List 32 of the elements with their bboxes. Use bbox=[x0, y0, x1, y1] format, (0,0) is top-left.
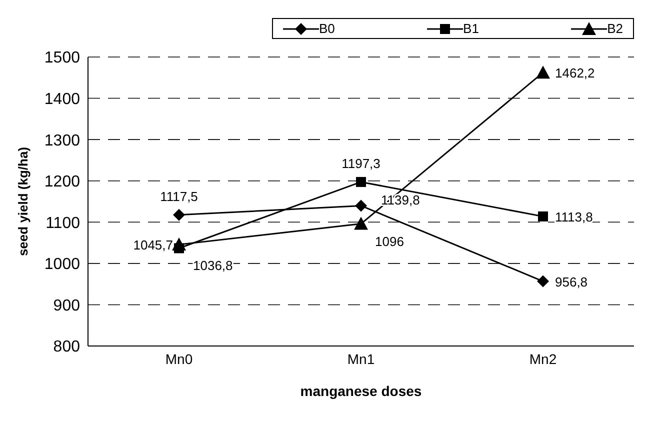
legend-label: B2 bbox=[607, 21, 623, 36]
data-label: 1113,8 bbox=[555, 209, 593, 224]
y-tick-label: 1300 bbox=[44, 132, 80, 150]
legend-label: B1 bbox=[463, 21, 479, 36]
y-tick-label: 1100 bbox=[46, 214, 80, 232]
point bbox=[537, 275, 549, 288]
data-label: 956,8 bbox=[555, 274, 588, 290]
point bbox=[173, 208, 185, 221]
data-label: 1117,5 bbox=[160, 188, 198, 204]
y-tick-label: 900 bbox=[53, 297, 80, 314]
y-tick-label: 1400 bbox=[44, 90, 80, 108]
x-tick-label: Mn1 bbox=[347, 350, 375, 367]
x-axis-title: manganese doses bbox=[300, 383, 422, 399]
legend-label: B0 bbox=[319, 21, 335, 36]
data-label: 1462,2 bbox=[555, 66, 595, 81]
y-tick-label: 1500 bbox=[44, 50, 80, 67]
data-label: 1045,7 bbox=[133, 238, 173, 253]
point bbox=[172, 238, 186, 251]
y-tick-label: 1000 bbox=[44, 256, 80, 274]
x-tick-label: Mn0 bbox=[165, 350, 193, 367]
y-tick-label: 1200 bbox=[44, 174, 80, 191]
point bbox=[356, 176, 366, 187]
point bbox=[354, 216, 368, 230]
data-label: 1036,8 bbox=[193, 258, 233, 274]
data-label: 1197,3 bbox=[342, 156, 380, 171]
x-tick-label: Mn2 bbox=[529, 350, 557, 367]
y-tick-label: 800 bbox=[53, 338, 80, 356]
point bbox=[536, 66, 550, 79]
point bbox=[355, 200, 367, 212]
data-label: 1096 bbox=[375, 234, 404, 249]
y-axis-title: seed yield (kg/ha) bbox=[16, 146, 31, 256]
point bbox=[538, 211, 548, 222]
